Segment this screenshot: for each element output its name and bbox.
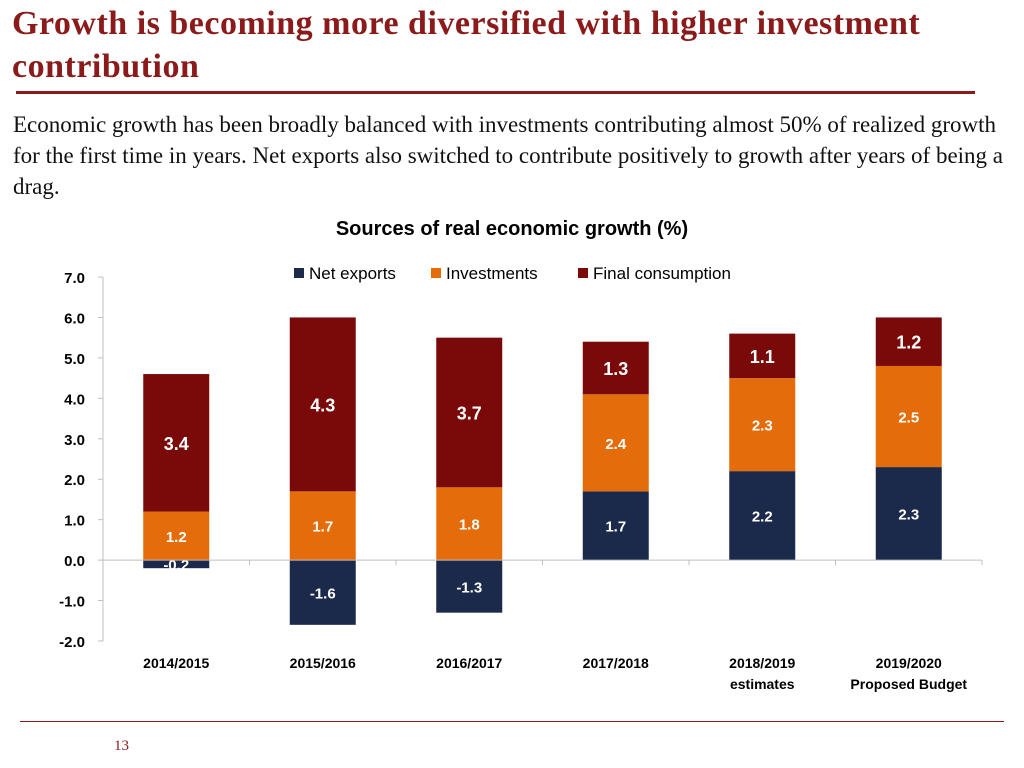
data-label: 1.7 (312, 519, 333, 536)
data-label: 1.3 (603, 359, 628, 379)
data-label: 3.4 (164, 434, 189, 454)
data-label: 1.7 (605, 519, 626, 536)
growth-chart: -2.0 -1.0 0.0 1.0 2.0 3.0 4.0 5.0 6.0 7.0 -0.2 1.2 3… (59, 264, 983, 692)
y-tick-label: 5.0 (64, 351, 85, 368)
slide-title: Growth is becoming more diversified with… (12, 5, 921, 85)
data-label: -1.3 (456, 579, 482, 596)
legend-swatch (578, 268, 588, 278)
y-tick-label: 2.0 (64, 472, 85, 489)
bar-final-consumption (729, 333, 796, 379)
data-label: 1.8 (459, 517, 480, 534)
legend-swatch (294, 268, 304, 278)
intro-paragraph: Economic growth has been broadly balance… (13, 112, 1004, 199)
bar-final-consumption (143, 374, 210, 512)
x-tick-label: Proposed Budget (850, 676, 967, 692)
bar-investments (875, 365, 942, 468)
y-tick-label: 7.0 (64, 270, 85, 287)
x-tick-label: 2016/2017 (436, 655, 502, 671)
bar-final-consumption (436, 337, 503, 488)
data-label: 3.7 (457, 403, 482, 423)
y-tick-label: 1.0 (64, 513, 85, 530)
footer-divider (20, 721, 1004, 722)
chart-title: Sources of real economic growth (%) (335, 218, 689, 240)
bar-investments (143, 511, 210, 561)
bar-net-exports (729, 471, 796, 561)
bar-investments (729, 378, 796, 472)
x-tick-label: 2018/2019 (729, 655, 795, 671)
x-tick-label: 2019/2020 (876, 655, 942, 671)
data-label: 4.3 (310, 395, 335, 415)
x-tick-label: 2015/2016 (290, 655, 356, 671)
data-label: 2.3 (898, 507, 919, 524)
x-tick-label: 2014/2015 (143, 655, 209, 671)
bar-final-consumption (289, 317, 356, 492)
bar-investments (582, 394, 649, 492)
bar-net-exports (436, 560, 503, 613)
y-tick-label: 6.0 (64, 310, 85, 327)
bar-net-exports (875, 467, 942, 561)
bar-investments (289, 491, 356, 561)
title-divider (16, 91, 975, 94)
bar-final-consumption (582, 341, 649, 395)
x-tick-label: 2017/2018 (583, 655, 649, 671)
data-label: 2.4 (605, 436, 627, 453)
data-label: 2.2 (752, 509, 773, 526)
data-label: 1.1 (750, 347, 775, 367)
legend-label: Investments (446, 264, 538, 283)
y-tick-label: 0.0 (64, 553, 85, 570)
data-label: 2.5 (898, 410, 919, 427)
data-label: -0.2 (163, 557, 189, 574)
bar-investments (436, 487, 503, 561)
legend-label: Net exports (309, 264, 396, 283)
y-tick-label: 4.0 (64, 391, 85, 408)
x-tick-label: estimates (730, 676, 795, 692)
legend-label: Final consumption (593, 264, 731, 283)
data-label: 1.2 (166, 529, 187, 546)
data-label: -1.6 (310, 585, 336, 602)
y-tick-label: 3.0 (64, 432, 85, 449)
page-number: 13 (114, 738, 129, 754)
legend-swatch (431, 268, 441, 278)
bar-final-consumption (875, 317, 942, 366)
bar-net-exports (582, 491, 649, 561)
data-label: 1.2 (896, 333, 921, 353)
y-tick-label: -2.0 (59, 634, 85, 651)
bar-net-exports (143, 560, 210, 569)
data-label: 2.3 (752, 418, 773, 435)
y-tick-label: -1.0 (59, 594, 85, 611)
bar-net-exports (289, 560, 356, 625)
